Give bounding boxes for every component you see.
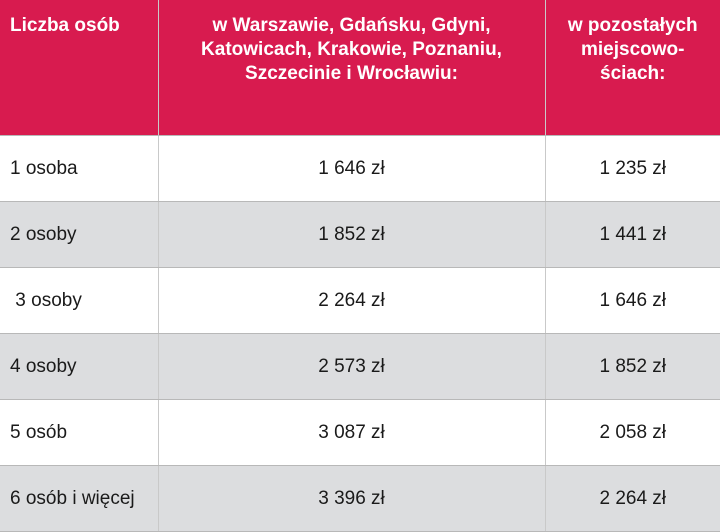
cell-major-cities: 2 264 zł: [158, 267, 546, 334]
cell-other-places: 1 235 zł: [545, 135, 720, 202]
cell-other-places: 2 058 zł: [545, 399, 720, 466]
table-row: 1 osoba 1 646 zł 1 235 zł: [0, 135, 720, 202]
table-row: 5 osób 3 087 zł 2 058 zł: [0, 399, 720, 466]
header-row: Liczba osób w Warszawie, Gdańsku, Gdyni,…: [0, 0, 720, 136]
row-label: 1 osoba: [0, 135, 159, 202]
row-label: 5 osób: [0, 399, 159, 466]
cell-major-cities: 2 573 zł: [158, 333, 546, 400]
cell-major-cities: 1 646 zł: [158, 135, 546, 202]
cell-other-places: 1 852 zł: [545, 333, 720, 400]
header-major-cities: w Warszawie, Gdańsku, Gdyni, Katowicach,…: [158, 0, 546, 136]
table-row: 6 osób i więcej 3 396 zł 2 264 zł: [0, 465, 720, 532]
cell-other-places: 2 264 zł: [545, 465, 720, 532]
row-label: 2 osoby: [0, 201, 159, 268]
cell-major-cities: 3 396 zł: [158, 465, 546, 532]
header-persons: Liczba osób: [0, 0, 159, 136]
cell-major-cities: 3 087 zł: [158, 399, 546, 466]
header-other-places: w pozostałych miejscowo-ściach:: [545, 0, 720, 136]
row-label: 4 osoby: [0, 333, 159, 400]
cell-major-cities: 1 852 zł: [158, 201, 546, 268]
table-row: 3 osoby 2 264 zł 1 646 zł: [0, 267, 720, 334]
row-label: 3 osoby: [0, 267, 159, 334]
table-row: 2 osoby 1 852 zł 1 441 zł: [0, 201, 720, 268]
cell-other-places: 1 441 zł: [545, 201, 720, 268]
row-label: 6 osób i więcej: [0, 465, 159, 532]
cell-other-places: 1 646 zł: [545, 267, 720, 334]
table-row: 4 osoby 2 573 zł 1 852 zł: [0, 333, 720, 400]
